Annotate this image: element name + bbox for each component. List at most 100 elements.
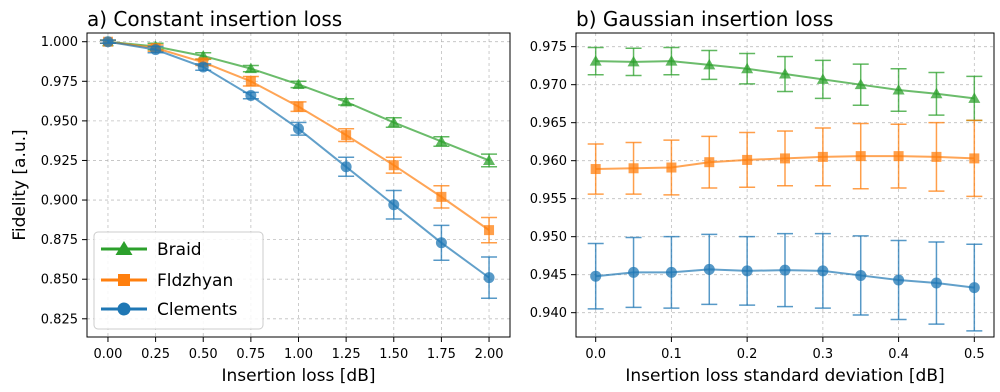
panel-a-y-tick-label: 0.950 bbox=[41, 114, 78, 129]
panel-a-point-fldzhyan bbox=[341, 130, 352, 141]
panel-b-point-clements bbox=[930, 277, 942, 289]
panel-a-y-tick-label: 0.925 bbox=[41, 154, 78, 169]
panel-a-point-fldzhyan bbox=[484, 225, 495, 236]
panel-b-point-braid bbox=[968, 92, 981, 103]
legend-entry-clements: Clements bbox=[101, 300, 238, 320]
panel-a-y-tick-label: 1.000 bbox=[41, 35, 78, 50]
panel-a-point-braid bbox=[483, 154, 496, 165]
panel-b-point-fldzhyan bbox=[628, 163, 639, 174]
panel-a-point-clements bbox=[102, 36, 114, 48]
panel-a-point-fldzhyan bbox=[436, 191, 447, 202]
panel-a-y-tick-label: 0.875 bbox=[41, 233, 78, 248]
panel-a-series bbox=[99, 35, 498, 299]
panel-a-x-tick-label: 1.50 bbox=[379, 347, 408, 362]
panel-b-point-fldzhyan bbox=[931, 151, 942, 162]
legend-entry-fldzhyan: Fldzhyan bbox=[101, 271, 233, 291]
panel-b-point-fldzhyan bbox=[704, 157, 715, 168]
panel-b-point-clements bbox=[893, 274, 905, 286]
panel-a-y-tick-label: 0.825 bbox=[41, 312, 78, 327]
panel-b-x-tick-label: 0.4 bbox=[888, 347, 909, 362]
panel-b-x-tick-label: 0.1 bbox=[661, 347, 682, 362]
panel-b: b) Gaussian insertion loss 0.0 0.1 0.2 0.3 0… bbox=[530, 7, 995, 386]
panel-a: a) Constant insertion loss 0.00 0.25 0.50 0… bbox=[10, 7, 511, 386]
panel-b-point-fldzhyan bbox=[780, 153, 790, 164]
panel-b-y-tick-label: 0.950 bbox=[530, 230, 567, 245]
panel-b-point-clements bbox=[817, 265, 829, 277]
panel-a-x-tick-label: 0.25 bbox=[141, 347, 170, 362]
panel-b-y-tick-label: 0.945 bbox=[530, 268, 567, 283]
panel-b-y-tick-label: 0.940 bbox=[530, 306, 567, 321]
panel-b-point-clements bbox=[665, 266, 677, 278]
panel-b-point-braid bbox=[627, 55, 640, 67]
panel-b-xlabel: Insertion loss standard deviation [dB] bbox=[625, 366, 944, 386]
panel-b-x-tick-label: 0.2 bbox=[737, 347, 758, 362]
panel-a-point-clements bbox=[483, 272, 495, 284]
panel-b-point-clements bbox=[968, 282, 980, 294]
panel-b-point-fldzhyan bbox=[855, 151, 866, 162]
legend-entry-braid: Braid bbox=[101, 240, 202, 260]
panel-b-point-fldzhyan bbox=[817, 151, 828, 162]
panel-b-series-fldzhyan bbox=[587, 119, 983, 198]
panel-b-point-braid bbox=[779, 68, 791, 79]
panel-b-point-clements bbox=[779, 264, 791, 276]
panel-a-y-tick-label: 0.975 bbox=[41, 75, 78, 90]
panel-b-point-clements bbox=[628, 266, 640, 278]
panel-b-series-braid bbox=[587, 46, 983, 122]
panel-a-point-braid bbox=[292, 78, 305, 89]
panel-b-point-fldzhyan bbox=[893, 151, 904, 162]
panel-a-point-braid bbox=[340, 95, 353, 107]
panel-b-point-braid bbox=[892, 84, 905, 95]
panel-b-point-fldzhyan bbox=[969, 153, 980, 164]
panel-b-x-tick-label: 0.3 bbox=[813, 347, 834, 362]
panel-b-point-braid bbox=[741, 62, 754, 74]
panel-b-y-tick-label: 0.975 bbox=[530, 40, 567, 55]
panel-b-x-tick-label: 0.0 bbox=[585, 347, 606, 362]
panel-a-x-tick-label: 1.75 bbox=[427, 347, 456, 362]
panel-b-y-tick-label: 0.965 bbox=[530, 116, 567, 131]
panel-a-point-braid bbox=[435, 135, 448, 146]
panel-a-point-clements bbox=[340, 161, 352, 173]
panel-a-x-tick-label: 1.00 bbox=[284, 347, 313, 362]
panel-b-x-tick-label: 0.5 bbox=[964, 347, 985, 362]
legend-label-braid: Braid bbox=[157, 240, 202, 260]
legend-marker-fldzhyan bbox=[118, 274, 130, 286]
panel-b-point-fldzhyan bbox=[666, 162, 677, 173]
panel-b-point-braid bbox=[665, 55, 678, 66]
panel-b-frame bbox=[575, 32, 995, 338]
panel-a-point-fldzhyan bbox=[388, 160, 399, 171]
legend-marker-clements bbox=[117, 302, 131, 316]
legend-box bbox=[93, 231, 264, 330]
panel-a-point-clements bbox=[245, 90, 257, 102]
panel-b-y-tick-label: 0.960 bbox=[530, 154, 567, 169]
panel-a-point-clements bbox=[293, 123, 304, 135]
panel-b-point-braid bbox=[816, 73, 829, 84]
panel-a-point-fldzhyan bbox=[293, 101, 304, 112]
panel-a-point-fldzhyan bbox=[245, 76, 256, 87]
panel-a-y-tick-label: 0.900 bbox=[41, 194, 78, 209]
legend-label-clements: Clements bbox=[157, 300, 238, 320]
panel-a-xlabel: Insertion loss [dB] bbox=[221, 366, 375, 386]
panel-b-point-fldzhyan bbox=[590, 164, 601, 175]
panel-a-series-clements bbox=[99, 36, 498, 299]
panel-a-point-clements bbox=[435, 237, 447, 249]
panel-b-point-clements bbox=[741, 265, 753, 277]
panel-b-ticks: 0.0 0.1 0.2 0.3 0.4 0.5 0.940 0.945 0.950 0.955 0.… bbox=[530, 40, 985, 362]
panel-b-point-braid bbox=[703, 58, 716, 70]
panel-a-y-tick-label: 0.850 bbox=[41, 273, 78, 288]
panel-b-y-tick-label: 0.955 bbox=[530, 192, 567, 207]
panel-b-point-clements bbox=[855, 269, 867, 281]
panel-a-x-tick-label: 0.50 bbox=[189, 347, 218, 362]
panel-b-title: b) Gaussian insertion loss bbox=[576, 7, 833, 31]
panel-b-series-clements bbox=[587, 232, 983, 332]
panel-a-title: a) Constant insertion loss bbox=[87, 7, 342, 31]
panel-a-point-braid bbox=[387, 116, 400, 127]
panel-b-y-tick-label: 0.970 bbox=[530, 78, 567, 93]
panel-a-x-tick-label: 0.00 bbox=[93, 347, 122, 362]
panel-a-x-tick-label: 1.25 bbox=[332, 347, 361, 362]
panel-a-ylabel: Fidelity [a.u.] bbox=[10, 129, 30, 240]
panel-b-point-clements bbox=[590, 270, 602, 282]
panel-a-x-tick-label: 0.75 bbox=[236, 347, 265, 362]
panel-a-x-tick-label: 2.00 bbox=[475, 347, 504, 362]
panel-a-ticks: 0.00 0.25 0.50 0.75 1.00 1.25 1.50 1.75 2.00 0.82… bbox=[41, 35, 504, 362]
